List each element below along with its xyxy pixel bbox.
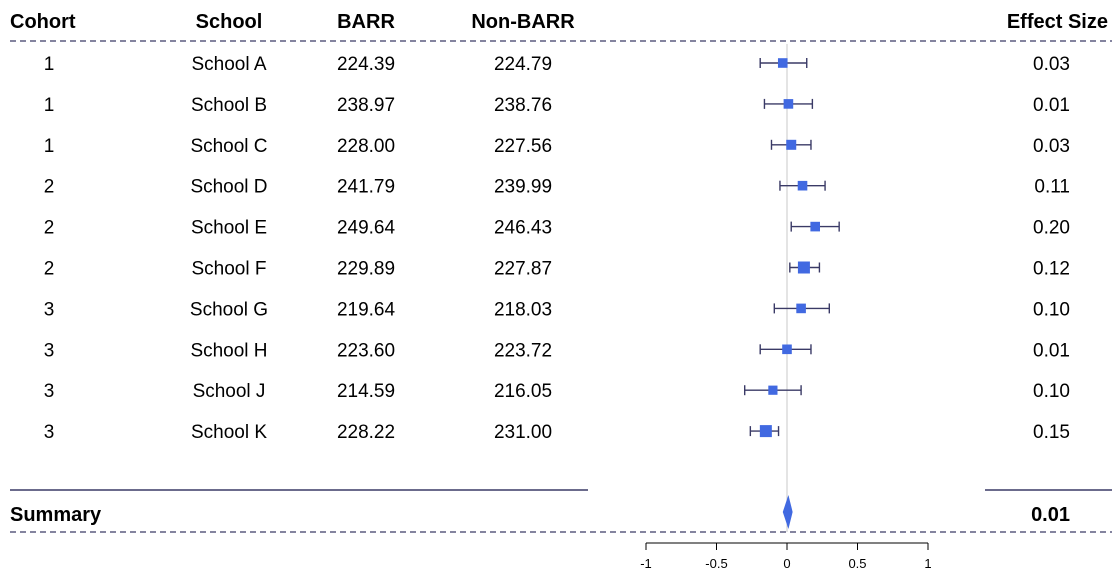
school-cell: School H [190, 340, 267, 361]
effect-size-cell: 0.01 [1033, 340, 1070, 361]
point-estimate-marker [782, 344, 792, 355]
point-estimate-marker [797, 180, 808, 191]
header-school: School [196, 11, 263, 33]
school-cell: School D [190, 177, 267, 198]
point-estimate-marker [810, 221, 820, 232]
barr-cell: 223.60 [337, 340, 395, 361]
barr-cell: 219.64 [337, 299, 396, 320]
school-cell: School C [190, 136, 267, 157]
effect-size-cell: 0.01 [1033, 95, 1070, 116]
summary-effect-size: 0.01 [1031, 504, 1070, 526]
nonbarr-cell: 231.00 [494, 422, 552, 443]
summary-diamond [782, 495, 793, 529]
x-tick-label: 0.5 [848, 556, 866, 571]
point-estimate-marker [777, 58, 788, 68]
point-estimate-marker [759, 425, 772, 438]
cohort-cell: 3 [44, 422, 55, 443]
barr-cell: 224.39 [337, 54, 395, 75]
effect-size-cell: 0.11 [1034, 177, 1070, 198]
cohort-cell: 3 [44, 299, 55, 320]
barr-cell: 228.22 [337, 422, 395, 443]
barr-cell: 249.64 [337, 218, 396, 239]
header-nonbarr: Non-BARR [471, 11, 575, 33]
effect-size-cell: 0.20 [1033, 218, 1070, 239]
nonbarr-cell: 216.05 [494, 381, 552, 402]
header-effect-size: Effect Size [1007, 11, 1108, 33]
effect-size-cell: 0.15 [1033, 422, 1070, 443]
nonbarr-cell: 224.79 [494, 54, 552, 75]
cohort-cell: 3 [44, 381, 55, 402]
effect-size-cell: 0.10 [1033, 381, 1070, 402]
cohort-cell: 1 [44, 95, 55, 116]
nonbarr-cell: 227.87 [494, 259, 552, 280]
effect-size-cell: 0.03 [1033, 136, 1070, 157]
school-cell: School A [192, 54, 267, 75]
effect-size-cell: 0.12 [1033, 259, 1070, 280]
cohort-cell: 2 [44, 218, 55, 239]
cohort-cell: 2 [44, 177, 55, 198]
barr-cell: 214.59 [337, 381, 395, 402]
nonbarr-cell: 223.72 [494, 340, 552, 361]
x-tick-label: -1 [640, 556, 652, 571]
point-estimate-marker [768, 385, 778, 395]
x-tick-label: 0 [783, 556, 790, 571]
cohort-cell: 1 [44, 136, 55, 157]
school-cell: School J [193, 381, 266, 402]
header-cohort: Cohort [10, 11, 76, 33]
header-barr: BARR [337, 11, 395, 33]
summary-label: Summary [10, 504, 102, 526]
nonbarr-cell: 246.43 [494, 218, 552, 239]
school-cell: School G [190, 299, 268, 320]
barr-cell: 241.79 [337, 177, 395, 198]
cohort-cell: 3 [44, 340, 55, 361]
nonbarr-cell: 227.56 [494, 136, 552, 157]
nonbarr-cell: 218.03 [494, 299, 552, 320]
point-estimate-marker [797, 261, 810, 274]
nonbarr-cell: 238.76 [494, 95, 552, 116]
cohort-cell: 2 [44, 259, 55, 280]
barr-cell: 229.89 [337, 259, 395, 280]
school-cell: School E [191, 218, 267, 239]
x-axis: -1 -0.5 0 0.5 1 [640, 542, 932, 571]
x-tick-label: -0.5 [705, 556, 727, 571]
school-cell: School K [191, 422, 267, 443]
point-estimate-marker [786, 139, 797, 150]
barr-cell: 238.97 [337, 95, 395, 116]
point-estimate-marker [783, 99, 794, 109]
nonbarr-cell: 239.99 [494, 177, 552, 198]
school-cell: School B [191, 95, 267, 116]
x-tick-label: 1 [924, 556, 931, 571]
effect-size-cell: 0.03 [1033, 54, 1070, 75]
school-cell: School F [192, 259, 267, 280]
study-rows: 1 School A 224.39 224.79 0.03 1 School B 238.97… [44, 54, 1070, 443]
cohort-cell: 1 [44, 54, 55, 75]
point-estimate-marker [796, 303, 806, 314]
barr-cell: 228.00 [337, 136, 395, 157]
effect-size-cell: 0.10 [1033, 299, 1070, 320]
